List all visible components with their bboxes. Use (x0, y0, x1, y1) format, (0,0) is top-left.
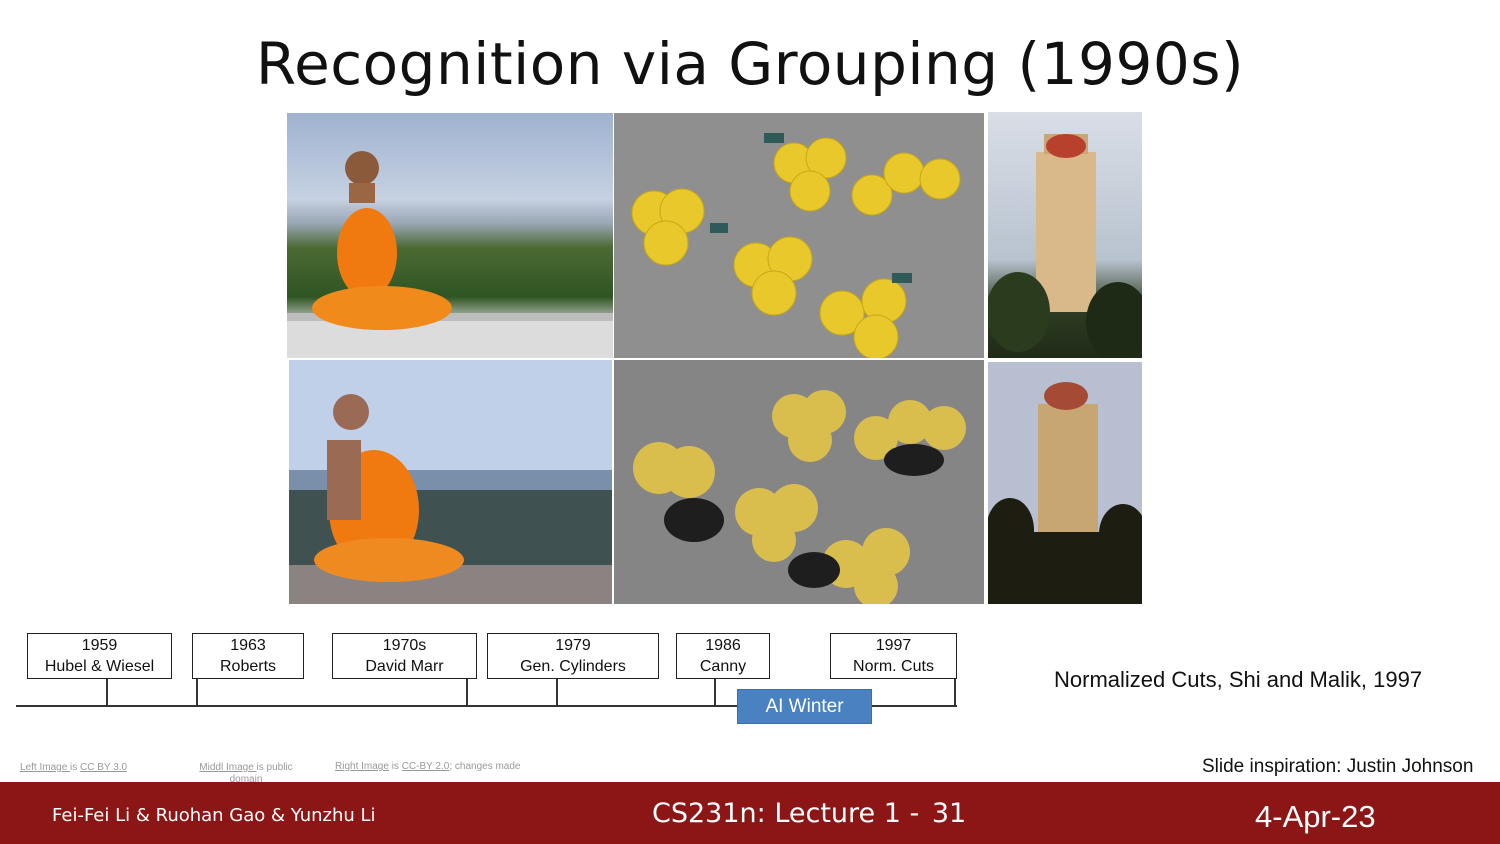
timeline-event: 1970s David Marr (332, 633, 477, 679)
event-label: Hubel & Wiesel (44, 658, 155, 675)
timeline-event: 1979 Gen. Cylinders (487, 633, 659, 679)
right-image-link[interactable]: Right Image (335, 761, 389, 772)
footer-bar: Fei-Fei Li & Ruohan Gao & Yunzhu Li CS23… (0, 782, 1500, 844)
left-image-link[interactable]: Left Image (20, 762, 71, 773)
ai-winter-label: AI Winter (737, 689, 872, 724)
timeline-tick (106, 678, 108, 706)
timeline-tick (954, 678, 956, 706)
event-label: Gen. Cylinders (520, 658, 626, 675)
middle-image-credit: Middl Image is public domain (186, 762, 306, 786)
umbrella-square-photo (614, 113, 984, 358)
timeline-tick (196, 678, 198, 706)
figure-caption: Normalized Cuts, Shi and Malik, 1997 (1054, 667, 1423, 692)
footer-lecture: CS231n: Lecture 1 - 31 (652, 798, 966, 829)
left-image-credit: Left Image is CC BY 3.0 (20, 762, 127, 774)
slide-inspiration: Slide inspiration: Justin Johnson (1202, 756, 1474, 777)
event-year: 1979 (555, 637, 591, 654)
event-year: 1970s (382, 637, 427, 654)
right-license-link[interactable]: CC-BY 2.0 (401, 761, 450, 772)
timeline-tick (714, 678, 716, 706)
footer-authors: Fei-Fei Li & Ruohan Gao & Yunzhu Li (52, 805, 376, 826)
right-image-credit: Right Image is CC-BY 2.0; changes made (335, 761, 521, 773)
credit-rest: is public domain (229, 762, 293, 785)
timeline-event: 1997 Norm. Cuts (830, 633, 957, 679)
credit-sep: is (388, 761, 402, 772)
monk-segmentation (289, 360, 612, 604)
monk-photo (287, 113, 613, 358)
timeline-event: 1963 Roberts (192, 633, 304, 679)
footer-date: 4-Apr-23 (1255, 799, 1376, 834)
timeline-axis (16, 705, 957, 707)
left-license-link[interactable]: CC BY 3.0 (80, 762, 128, 773)
slide-title: Recognition via Grouping (1990s) (255, 30, 1245, 98)
hoover-tower-segmentation (988, 362, 1142, 604)
event-label: Canny (699, 658, 747, 675)
timeline-tick (466, 678, 468, 706)
timeline-event: 1986 Canny (676, 633, 770, 679)
credit-rest: ; changes made (449, 761, 521, 772)
timeline-event: 1959 Hubel & Wiesel (27, 633, 172, 679)
event-year: 1963 (230, 637, 266, 654)
middle-image-link[interactable]: Middl Image (199, 762, 257, 773)
slide-number: 31 (931, 798, 967, 829)
timeline-tick (556, 678, 558, 706)
lecture-title: CS231n: Lecture 1 - (652, 798, 920, 829)
event-year: 1986 (705, 637, 741, 654)
credit-sep: is (70, 762, 81, 773)
event-year: 1959 (81, 637, 118, 654)
event-year: 1997 (875, 637, 912, 654)
event-label: David Marr (365, 658, 444, 675)
umbrella-segmentation (614, 360, 984, 604)
hoover-tower-photo (988, 112, 1142, 358)
event-label: Roberts (219, 658, 277, 675)
event-label: Norm. Cuts (853, 658, 934, 675)
